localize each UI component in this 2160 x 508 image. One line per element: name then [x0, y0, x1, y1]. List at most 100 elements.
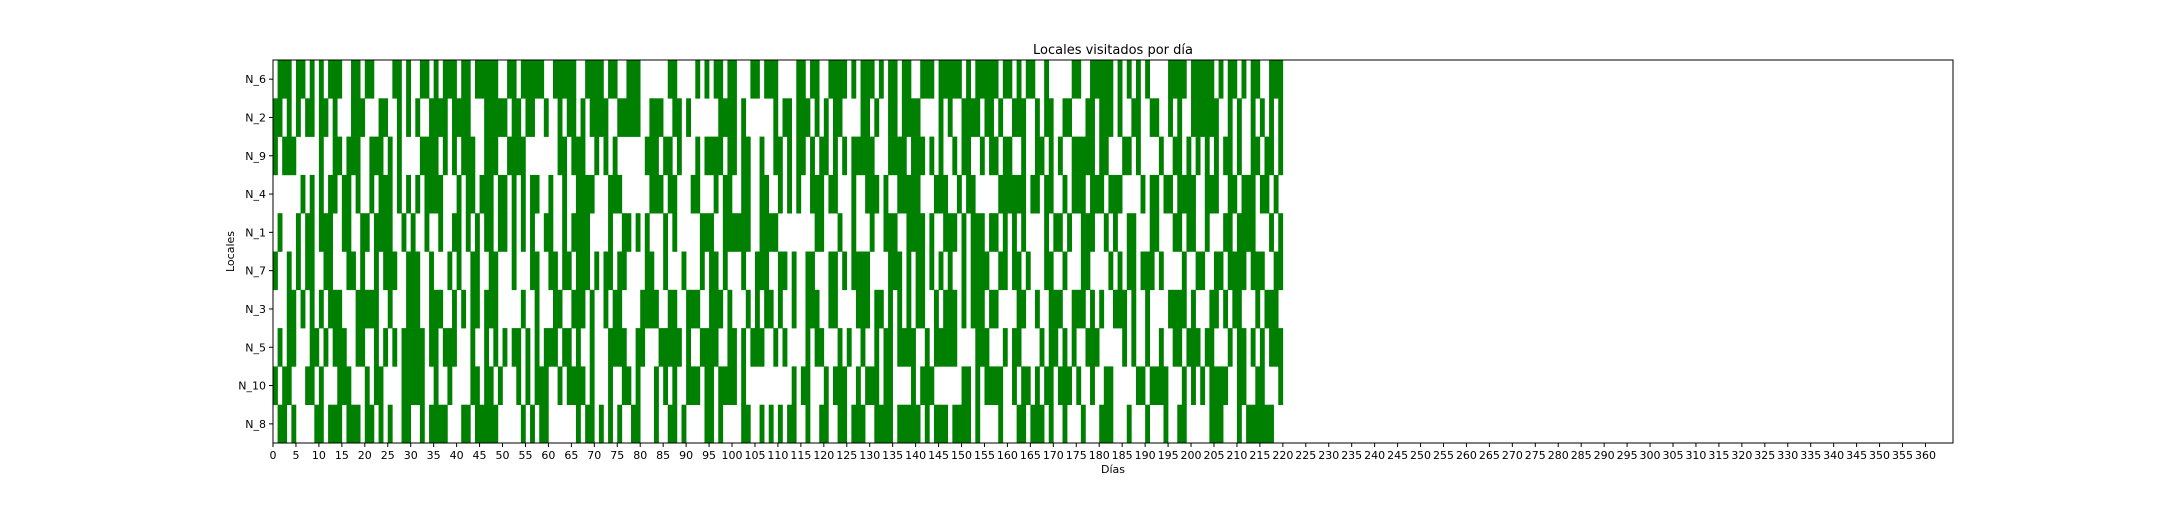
visit-block — [768, 404, 774, 444]
y-axis-label: Locales — [224, 231, 237, 272]
visit-block — [874, 404, 893, 444]
visit-block — [933, 404, 949, 444]
visit-block — [837, 404, 848, 444]
visit-block — [975, 404, 981, 444]
visit-block — [970, 289, 985, 329]
visit-block — [369, 136, 384, 176]
visit-block — [796, 174, 802, 214]
visit-block — [961, 213, 967, 252]
x-tick-label: 245 — [1387, 449, 1408, 462]
visit-block — [318, 98, 329, 137]
visit-block — [653, 404, 659, 444]
visit-block — [575, 174, 595, 214]
x-tick-label: 20 — [358, 449, 372, 462]
visit-block — [1195, 251, 1206, 291]
visit-block — [309, 328, 320, 367]
visit-block — [1002, 328, 1008, 367]
visit-block — [759, 404, 765, 444]
visit-block — [1099, 404, 1114, 444]
visit-block — [1117, 60, 1123, 99]
visit-block — [823, 366, 829, 405]
visit-block — [1085, 98, 1095, 137]
visit-block — [452, 98, 471, 137]
visit-block — [663, 251, 669, 291]
visit-block — [1062, 251, 1068, 291]
visit-block — [649, 98, 664, 137]
visit-block — [1012, 366, 1017, 405]
visit-block — [1016, 404, 1027, 444]
visit-block — [429, 328, 439, 367]
x-tick-label: 100 — [722, 449, 743, 462]
visit-block — [1241, 174, 1256, 214]
visit-block — [594, 136, 600, 176]
visit-block — [1259, 174, 1270, 214]
visit-block — [1177, 174, 1196, 214]
visit-block — [488, 251, 499, 291]
visit-block — [920, 60, 935, 99]
visit-block — [1080, 251, 1091, 291]
visit-block — [952, 136, 958, 176]
x-tick-label: 120 — [813, 449, 834, 462]
visit-block — [571, 136, 586, 176]
visit-block — [396, 98, 402, 137]
visit-block — [355, 174, 361, 214]
visit-block — [539, 404, 549, 444]
visit-block — [589, 289, 595, 329]
visit-block — [447, 251, 453, 291]
visit-block — [764, 60, 779, 99]
visit-block — [842, 251, 848, 291]
visit-block — [346, 136, 361, 176]
visit-block — [520, 213, 526, 252]
x-tick-label: 240 — [1364, 449, 1385, 462]
visit-block — [1002, 60, 1013, 99]
visit-block — [1168, 289, 1187, 329]
visit-block — [1048, 328, 1059, 367]
visit-block — [695, 136, 701, 176]
visit-block — [1145, 328, 1151, 367]
x-tick-label: 35 — [427, 449, 441, 462]
visit-block — [1048, 404, 1054, 444]
visit-block — [507, 60, 517, 99]
visit-block — [952, 404, 971, 444]
visit-block — [1021, 213, 1027, 252]
visit-block — [617, 98, 641, 137]
visit-block — [474, 213, 480, 252]
visit-block — [888, 251, 903, 291]
visit-block — [1071, 136, 1095, 176]
visit-block — [667, 174, 678, 214]
visit-block — [318, 289, 324, 329]
visit-block — [461, 404, 471, 444]
visit-block — [1149, 174, 1160, 214]
visit-block — [722, 251, 728, 291]
visit-block — [1080, 404, 1086, 444]
visit-block — [1163, 404, 1169, 444]
visit-block — [741, 98, 747, 137]
visit-block — [401, 366, 425, 405]
visit-block — [1191, 366, 1196, 405]
visit-block — [465, 213, 471, 252]
visit-block — [819, 136, 829, 176]
visit-block — [341, 174, 352, 214]
visit-block — [1278, 366, 1284, 405]
visit-block — [1021, 366, 1031, 405]
visit-block — [470, 251, 480, 291]
visit-block — [543, 213, 554, 252]
visit-block — [401, 404, 411, 444]
visit-block — [874, 98, 880, 137]
visit-block — [484, 328, 490, 367]
visit-block — [1172, 328, 1183, 367]
visit-block — [1053, 213, 1063, 252]
visit-block — [833, 136, 838, 176]
visit-block — [1223, 289, 1229, 329]
visit-block — [933, 328, 958, 367]
visit-block — [447, 366, 453, 405]
visit-block — [805, 328, 811, 367]
visit-block — [1044, 98, 1054, 137]
visit-block — [888, 136, 907, 176]
visit-block — [1085, 328, 1100, 367]
visit-block — [341, 213, 352, 252]
visit-block — [901, 60, 912, 99]
visit-block — [1269, 213, 1274, 252]
x-tick-label: 125 — [836, 449, 857, 462]
visit-block — [617, 251, 627, 291]
